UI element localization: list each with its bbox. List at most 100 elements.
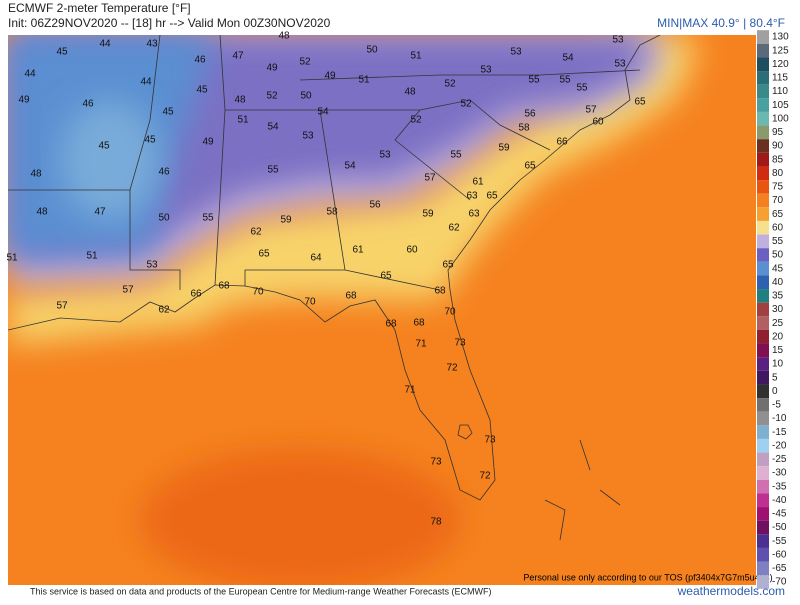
temp-label: 65 bbox=[258, 249, 270, 260]
temp-label: 51 bbox=[86, 251, 98, 262]
colorbar-swatch bbox=[757, 207, 769, 221]
colorbar-label: 30 bbox=[772, 304, 784, 315]
temp-label: 70 bbox=[444, 307, 456, 318]
temp-label: 54 bbox=[267, 122, 279, 133]
colorbar-swatch bbox=[757, 220, 769, 235]
temp-label: 55 bbox=[576, 83, 588, 94]
colorbar-swatch bbox=[757, 561, 769, 576]
temp-label: 51 bbox=[410, 51, 422, 62]
colorbar-swatch bbox=[757, 234, 769, 249]
colorbar-label: 110 bbox=[772, 86, 788, 97]
colorbar-label: 25 bbox=[772, 318, 784, 329]
temperature-field bbox=[8, 35, 756, 585]
temp-label: 44 bbox=[140, 77, 152, 88]
temp-label: 78 bbox=[430, 517, 442, 528]
temp-label: 60 bbox=[406, 245, 418, 256]
temp-label: 57 bbox=[424, 173, 436, 184]
colorbar-swatch bbox=[757, 370, 769, 385]
colorbar-label: 15 bbox=[772, 345, 784, 356]
colorbar-label: 70 bbox=[772, 195, 784, 206]
colorbar-label: 125 bbox=[772, 45, 789, 56]
colorbar-swatch bbox=[757, 261, 769, 276]
colorbar-swatch bbox=[757, 71, 769, 85]
colorbar-label: 55 bbox=[772, 236, 784, 247]
temp-label: 45 bbox=[144, 135, 156, 146]
temp-label: 47 bbox=[232, 51, 244, 62]
site-link[interactable]: weathermodels.com bbox=[677, 584, 785, 598]
temp-label: 48 bbox=[234, 95, 246, 106]
temp-label: 59 bbox=[280, 215, 292, 226]
temp-label: 45 bbox=[162, 107, 174, 118]
temp-label: 49 bbox=[324, 71, 336, 82]
temp-label: 59 bbox=[498, 143, 510, 154]
temp-label: 48 bbox=[404, 87, 416, 98]
usage-notice: Personal use only according to our TOS (… bbox=[523, 572, 772, 582]
temp-label: 60 bbox=[592, 117, 604, 128]
colorbar-swatch bbox=[757, 30, 769, 44]
temp-label: 56 bbox=[369, 200, 381, 211]
temp-label: 53 bbox=[379, 150, 391, 161]
temp-label: 62 bbox=[250, 227, 262, 238]
colorbar-swatch bbox=[757, 139, 769, 153]
colorbar-label: 100 bbox=[772, 113, 789, 124]
colorbar-swatch bbox=[757, 466, 769, 480]
colorbar-label: 80 bbox=[772, 168, 784, 179]
temp-label: 71 bbox=[415, 339, 427, 350]
temp-label: 57 bbox=[56, 301, 68, 312]
colorbar-swatch bbox=[757, 398, 769, 412]
temp-label: 68 bbox=[345, 291, 357, 302]
temp-label: 55 bbox=[202, 213, 214, 224]
temp-label: 44 bbox=[24, 69, 36, 80]
title: ECMWF 2-meter Temperature [°F] bbox=[8, 1, 191, 15]
temp-label: 68 bbox=[385, 319, 397, 330]
temp-label: 53 bbox=[302, 131, 314, 142]
colorbar-swatch bbox=[757, 411, 769, 426]
temp-label: 68 bbox=[413, 318, 425, 329]
colorbar-label: -40 bbox=[772, 495, 787, 506]
colorbar-label: 50 bbox=[772, 250, 784, 261]
colorbar-swatch bbox=[757, 507, 769, 521]
colorbar-label: -70 bbox=[772, 577, 787, 588]
colorbar-label: 65 bbox=[772, 209, 784, 220]
temp-label: 56 bbox=[524, 109, 536, 120]
temp-label: 49 bbox=[266, 63, 278, 74]
colorbar-label: -30 bbox=[772, 468, 787, 479]
temp-label: 47 bbox=[94, 207, 106, 218]
temp-label: 52 bbox=[444, 79, 456, 90]
temp-label: 44 bbox=[99, 39, 111, 50]
station-labels: 45 44 43 48 50 53 54 53 44 46 47 49 52 49 51 53 55 55 53 49… bbox=[6, 31, 646, 528]
colorbar-label: -55 bbox=[772, 536, 787, 547]
temp-label: 45 bbox=[56, 47, 68, 58]
colorbar-swatch bbox=[757, 479, 769, 494]
temp-label: 57 bbox=[122, 285, 134, 296]
temp-label: 58 bbox=[326, 207, 338, 218]
credit: This service is based on data and produc… bbox=[30, 586, 492, 596]
temp-label: 70 bbox=[252, 287, 264, 298]
colorbar-label: 40 bbox=[772, 277, 784, 288]
colorbar-label: 0 bbox=[772, 386, 778, 397]
temp-label: 52 bbox=[460, 99, 472, 110]
temp-label: 63 bbox=[468, 209, 480, 220]
colorbar-label: 20 bbox=[772, 331, 784, 342]
temp-label: 50 bbox=[366, 45, 378, 56]
temp-label: 68 bbox=[218, 281, 230, 292]
colorbar-swatch bbox=[757, 493, 769, 508]
colorbar-swatch bbox=[757, 193, 769, 208]
temp-label: 50 bbox=[300, 91, 312, 102]
temp-label: 64 bbox=[310, 253, 322, 264]
colorbar-swatch bbox=[757, 534, 769, 548]
temp-label: 66 bbox=[190, 289, 202, 300]
colorbar-swatch bbox=[757, 343, 769, 358]
colorbar-label: -25 bbox=[772, 454, 787, 465]
temp-label: 65 bbox=[442, 260, 454, 271]
temp-label: 50 bbox=[158, 213, 170, 224]
colorbar-label: 95 bbox=[772, 127, 784, 138]
colorbar-label: 60 bbox=[772, 222, 784, 233]
colorbar-swatch bbox=[757, 452, 769, 467]
colorbar-swatch bbox=[757, 275, 769, 290]
colorbar-label: 5 bbox=[772, 372, 778, 383]
temp-label: 53 bbox=[614, 59, 626, 70]
temp-label: 54 bbox=[562, 53, 574, 64]
colorbar-swatch bbox=[757, 520, 769, 535]
